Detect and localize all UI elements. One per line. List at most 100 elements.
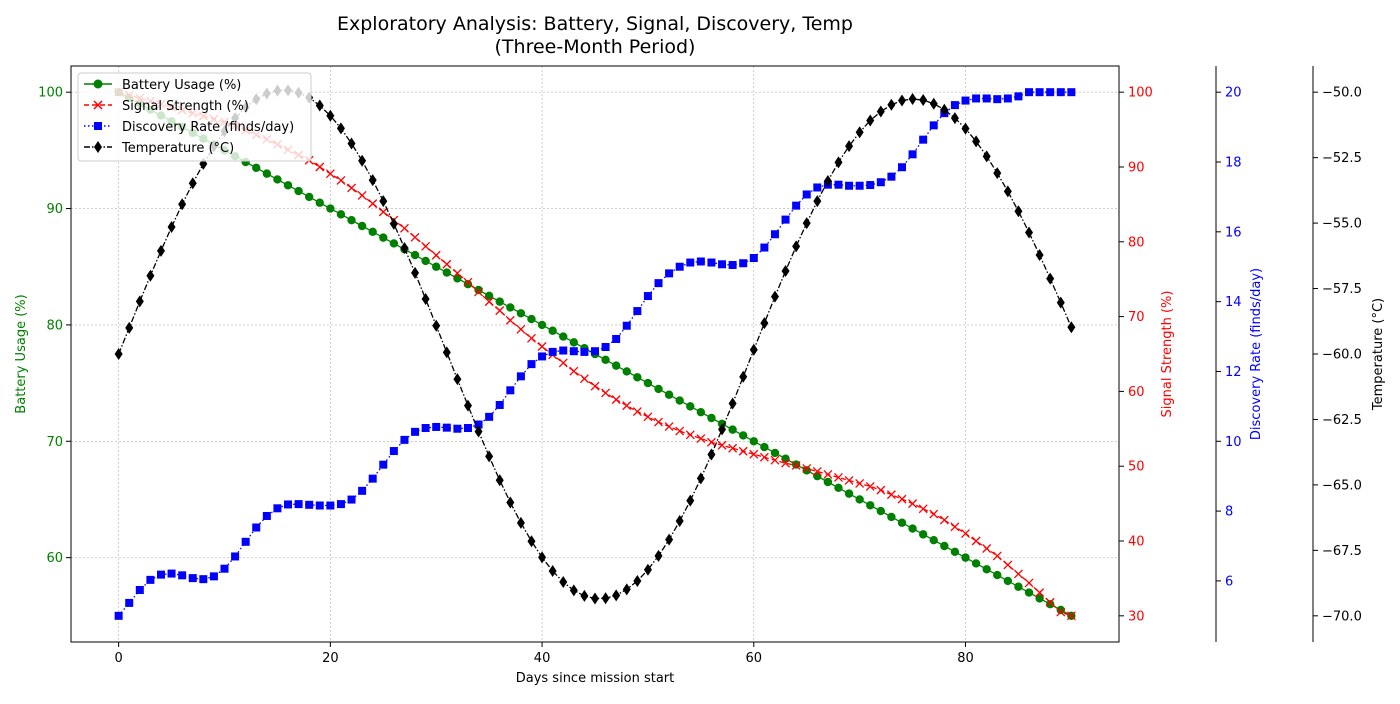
data-point (823, 469, 833, 479)
data-point (548, 347, 557, 356)
data-point (992, 551, 1002, 561)
y-tick-label: 50 (1128, 460, 1145, 475)
data-point (199, 575, 208, 584)
data-point (1003, 185, 1012, 198)
data-point (611, 361, 621, 370)
data-point (548, 326, 557, 335)
data-point (146, 575, 155, 584)
data-point (1035, 88, 1044, 97)
data-point (971, 559, 981, 568)
data-point (135, 585, 144, 594)
data-point (284, 500, 293, 509)
y-tick-label: −70.0 (1322, 609, 1362, 624)
data-point (421, 256, 430, 266)
data-point (813, 195, 822, 208)
data-point (675, 262, 684, 271)
discovery-axis: 6 8 10 12 14 16 18 20 (1215, 66, 1242, 642)
data-point (706, 437, 716, 447)
data-point (368, 474, 377, 483)
data-point (505, 315, 515, 325)
data-point (1003, 94, 1012, 103)
data-point (685, 430, 695, 440)
data-point (294, 500, 303, 509)
data-point (696, 407, 706, 417)
data-point (559, 576, 568, 589)
y-tick-label: 60 (1128, 385, 1145, 400)
data-point (569, 347, 578, 356)
data-point (886, 490, 896, 500)
data-point (950, 522, 960, 532)
chart-subtitle: (Three-Month Period) (495, 36, 696, 58)
y-tick-label: 100 (38, 86, 63, 101)
data-point (389, 447, 398, 456)
data-point (400, 435, 409, 444)
data-point (791, 461, 801, 470)
data-point (929, 121, 938, 130)
legend-item-temperature: Temperature (°C) (84, 141, 234, 156)
data-point (792, 240, 801, 253)
data-point (686, 402, 695, 411)
data-point (855, 495, 864, 504)
data-point (1024, 588, 1034, 597)
data-point (770, 290, 779, 303)
data-point (887, 512, 896, 522)
data-point (612, 334, 621, 343)
data-point (1046, 272, 1055, 285)
data-point (484, 291, 494, 301)
data-point (718, 423, 727, 436)
legend-item-discovery: Discovery Rate (finds/day) (84, 120, 294, 135)
discovery-axis-label: Discovery Rate (finds/day) (1249, 268, 1264, 440)
data-point (823, 174, 832, 187)
data-point (241, 537, 250, 546)
data-point (347, 183, 356, 193)
data-point (559, 346, 568, 355)
data-point (432, 262, 441, 271)
data-point (347, 215, 356, 225)
data-point (971, 536, 981, 546)
data-point (156, 570, 165, 579)
data-point (866, 114, 875, 127)
y-tick-label: 30 (1128, 609, 1145, 624)
data-point (632, 407, 642, 417)
data-point (1066, 611, 1076, 621)
y-tick-label: −57.5 (1322, 282, 1362, 297)
data-point (506, 303, 515, 312)
data-point (379, 195, 388, 208)
data-point (792, 201, 801, 210)
data-point (1067, 321, 1076, 334)
data-point (569, 366, 579, 376)
data-point (908, 524, 917, 533)
data-point (643, 292, 652, 301)
data-point (897, 94, 906, 107)
signal-axis: 30 40 50 60 70 80 90 100 (1119, 86, 1153, 624)
data-point (590, 381, 600, 391)
data-point (389, 239, 399, 248)
data-point (358, 154, 367, 167)
data-point (326, 204, 335, 213)
data-point (358, 486, 367, 495)
legend-box (77, 72, 312, 162)
y-tick-label: 80 (1128, 235, 1145, 250)
data-point (452, 268, 462, 278)
data-point (1046, 88, 1055, 97)
data-point (633, 373, 642, 382)
data-point (855, 478, 865, 488)
data-point (919, 135, 928, 144)
data-point (929, 97, 938, 110)
data-point (982, 565, 991, 574)
data-point (664, 422, 674, 432)
data-point (527, 535, 536, 548)
data-point (474, 287, 484, 297)
data-point (865, 481, 875, 491)
data-point (855, 126, 864, 139)
data-point (876, 105, 885, 118)
data-point (178, 198, 187, 211)
data-point (1025, 88, 1034, 97)
y-tick-label: 20 (1225, 86, 1242, 101)
data-point (537, 320, 547, 330)
y-tick-label: 80 (46, 318, 63, 333)
data-point (654, 549, 663, 562)
data-point (802, 217, 811, 230)
data-point (993, 570, 1002, 580)
data-point (918, 530, 928, 539)
